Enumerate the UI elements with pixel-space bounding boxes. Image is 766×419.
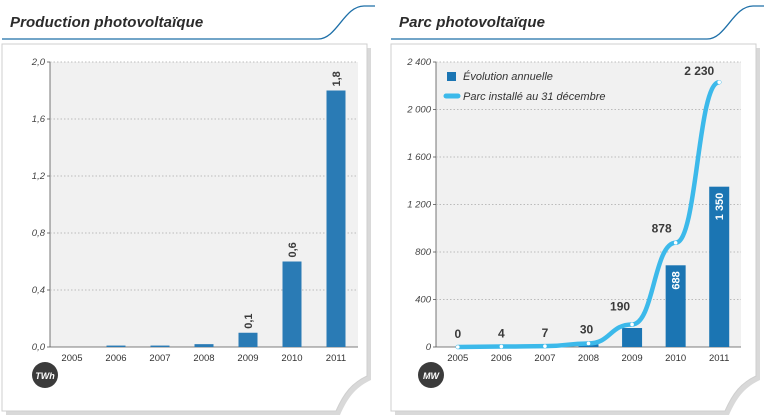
line-point-2010	[673, 240, 678, 245]
bar-2006	[106, 345, 126, 347]
installed-label-2009: 190	[610, 299, 630, 313]
plot-area	[50, 62, 358, 347]
annual-bar-2009	[622, 328, 643, 347]
installed-label-2005: 0	[454, 327, 461, 341]
installed-label-2006: 4	[498, 327, 505, 341]
annual-bar-2010	[665, 265, 686, 347]
y-tick-label: 1,2	[32, 171, 46, 182]
x-tick-label: 2005	[61, 353, 82, 364]
unit-label: TWh	[35, 371, 55, 381]
x-tick-label: 2010	[665, 353, 686, 364]
x-tick-label: 2011	[709, 353, 729, 364]
bar-2011	[326, 90, 346, 347]
data-label-2011: 1,8	[331, 71, 343, 86]
y-tick-label: 2 000	[406, 105, 431, 116]
legend-line-label: Parc installé au 31 décembre	[463, 91, 605, 103]
y-tick-label: 2 400	[406, 57, 431, 68]
production-panel: 0,0 0,4 0,8 1,2 1,6 2,0 2005 2006 2007 2008 2009 20…	[0, 0, 375, 419]
line-point-2009	[630, 322, 634, 327]
annual-label-2011: 1 350	[714, 193, 726, 221]
header-swoosh	[391, 5, 764, 40]
y-tick-label: 0,8	[32, 228, 46, 239]
x-tick-label: 2006	[105, 353, 126, 364]
x-tick-label: 2006	[491, 353, 512, 364]
y-tick-label: 1,6	[32, 114, 46, 125]
unit-label: MW	[423, 371, 440, 381]
line-point-2007	[543, 344, 547, 348]
installed-label-2010: 878	[652, 222, 672, 236]
x-tick-label: 2011	[326, 353, 346, 364]
y-tick-label: 0,0	[32, 342, 46, 353]
unit-badge: MW	[418, 362, 444, 388]
line-point-2006	[499, 344, 504, 349]
header-swoosh	[2, 5, 375, 40]
y-tick-label: 1 200	[407, 200, 431, 211]
x-tick-label: 2005	[447, 353, 468, 364]
line-point-2008	[586, 341, 591, 346]
line-point-2005	[455, 345, 460, 349]
bar-2009	[238, 332, 258, 347]
annual-label-2010: 688	[671, 271, 683, 289]
x-tick-label: 2008	[578, 353, 599, 364]
parc-title: Parc photovoltaïque	[399, 14, 546, 31]
legend: Évolution annuelle Parc installé au 31 dé…	[443, 70, 605, 103]
line-point-2011	[717, 80, 722, 84]
installed-capacity-line	[455, 79, 722, 350]
legend-bar-swatch	[447, 72, 456, 81]
x-tick-label: 2008	[193, 353, 214, 364]
production-title: Production photovoltaïque	[10, 14, 204, 31]
installed-label-2007: 7	[542, 326, 549, 340]
unit-badge: TWh	[32, 362, 58, 388]
bar-2008	[194, 344, 214, 347]
x-tick-label: 2009	[237, 353, 258, 364]
y-tick-label: 0	[426, 342, 432, 353]
y-tick-label: 2,0	[31, 57, 46, 68]
annual-bar-2011	[709, 186, 730, 347]
x-tick-label: 2007	[534, 353, 555, 364]
installed-label-2008: 30	[580, 322, 594, 336]
data-label-2010: 0,6	[287, 242, 299, 257]
y-tick-label: 800	[415, 247, 432, 258]
x-tick-label: 2007	[149, 353, 170, 364]
x-tick-label: 2009	[622, 353, 643, 364]
parc-chart: 0 400 800 1 200 1 600 2 000 2 400 2005 2006 2007 2…	[390, 5, 764, 415]
installed-label-2011: 2 230	[684, 64, 714, 78]
parc-panel: 0 400 800 1 200 1 600 2 000 2 400 2005 2006 2007 2…	[389, 0, 764, 419]
x-tick-label: 2010	[281, 353, 302, 364]
y-tick-label: 400	[415, 295, 432, 306]
data-label-2009: 0,1	[243, 313, 255, 328]
bar-2010	[282, 261, 302, 347]
production-chart: 0,0 0,4 0,8 1,2 1,6 2,0 2005 2006 2007 2008 2009 20…	[1, 5, 375, 415]
bar-2007	[150, 345, 170, 347]
y-tick-label: 1 600	[407, 152, 431, 163]
y-tick-label: 0,4	[32, 285, 45, 296]
legend-bar-label: Évolution annuelle	[463, 70, 553, 83]
